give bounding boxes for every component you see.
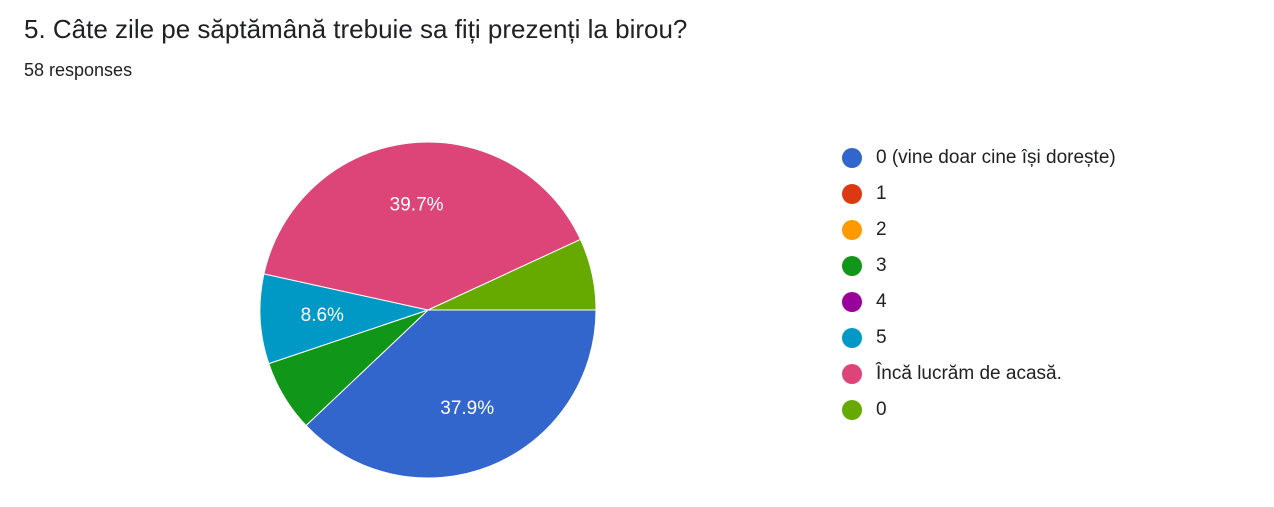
legend-item[interactable]: Încă lucrăm de acasă. [842,356,1116,392]
legend-label: Încă lucrăm de acasă. [876,363,1062,384]
pie-slice-5[interactable] [259,273,430,365]
legend-item[interactable]: 5 [842,320,1116,356]
slice-percent-label: 37.9% [440,398,494,419]
legend-swatch-icon [842,328,862,348]
legend-swatch-icon [842,184,862,204]
legend-label: 0 (vine doar cine își dorește) [876,147,1116,168]
legend-item[interactable]: 1 [842,176,1116,212]
chart-legend: 0 (vine doar cine își dorește) 1 2 3 4 5 Încă … [842,140,1116,428]
pie-slice-0[interactable] [305,309,597,479]
slice-percent-label: 39.7% [390,194,444,215]
legend-item[interactable]: 2 [842,212,1116,248]
pie-slice-labels: 37.9% 8.6% 39.7% [301,194,495,418]
legend-item[interactable]: 4 [842,284,1116,320]
pie-slices [259,141,597,479]
legend-item[interactable]: 3 [842,248,1116,284]
legend-swatch-icon [842,400,862,420]
response-count: 58 responses [24,60,133,80]
question-title: 5. Câte zile pe săptămână trebuie sa fiț… [24,14,688,44]
legend-swatch-icon [842,256,862,276]
legend-swatch-icon [842,364,862,384]
legend-label: 5 [876,327,887,348]
legend-label: 2 [876,219,887,240]
pie-slice-7[interactable] [427,238,597,311]
pie-slice-6[interactable] [263,141,582,311]
legend-label: 0 [876,399,887,420]
legend-swatch-icon [842,148,862,168]
legend-label: 3 [876,255,887,276]
legend-swatch-icon [842,292,862,312]
legend-item[interactable]: 0 [842,392,1116,428]
legend-item[interactable]: 0 (vine doar cine își dorește) [842,140,1116,176]
legend-label: 4 [876,291,887,312]
slice-percent-label: 8.6% [301,305,344,326]
legend-swatch-icon [842,220,862,240]
pie-chart: 37.9% 8.6% 39.7% [259,141,597,479]
legend-label: 1 [876,183,887,204]
